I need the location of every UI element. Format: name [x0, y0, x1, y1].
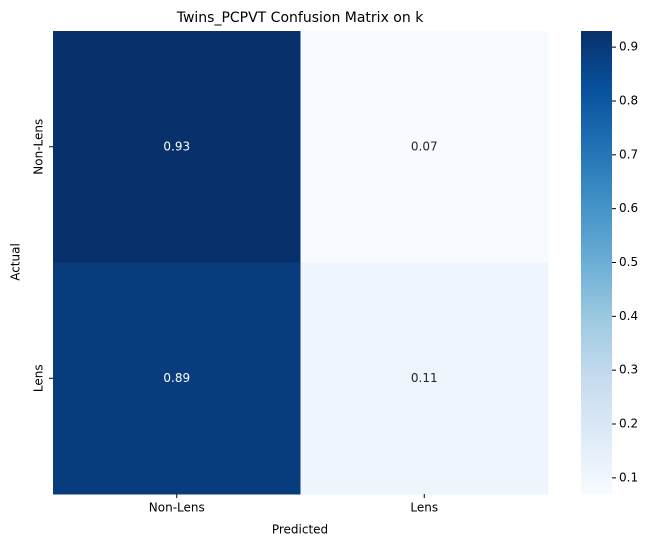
heatmap-cell [300, 262, 549, 495]
colorbar-tick-label: 0.8 [619, 93, 638, 107]
colorbar-tick-label: 0.3 [619, 363, 638, 377]
chart-title: Twins_PCPVT Confusion Matrix on k [176, 10, 424, 26]
heatmap-cell [300, 31, 549, 263]
colorbar-tick-label: 0.2 [619, 417, 638, 431]
x-tick-label: Non-Lens [149, 501, 205, 515]
x-tick-label: Lens [410, 501, 438, 515]
colorbar-tick-label: 0.5 [619, 255, 638, 269]
x-axis-label: Predicted [272, 523, 328, 537]
colorbar-tick-label: 0.1 [619, 470, 638, 484]
colorbar-tick-label: 0.9 [619, 40, 638, 54]
cell-label: 0.11 [411, 371, 438, 385]
colorbar-tick-label: 0.4 [619, 309, 638, 323]
cell-label: 0.93 [163, 139, 190, 153]
colorbar-tick-label: 0.6 [619, 201, 638, 215]
heatmap-cell [53, 262, 301, 495]
y-axis-label: Actual [9, 243, 23, 281]
y-tick-label: Non-Lens [32, 119, 46, 175]
cell-label: 0.89 [163, 371, 190, 385]
colorbar-tick-label: 0.7 [619, 147, 638, 161]
colorbar [581, 31, 612, 494]
heatmap-cell [53, 31, 301, 263]
y-tick-label: Lens [32, 364, 46, 392]
cell-label: 0.07 [411, 139, 438, 153]
